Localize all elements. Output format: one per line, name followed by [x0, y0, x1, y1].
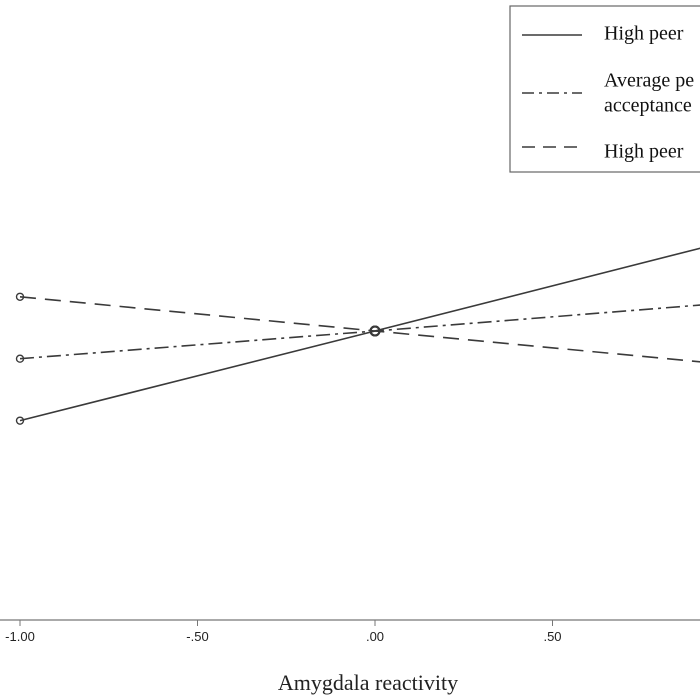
series-line-dashed [19, 295, 700, 363]
legend-label: Average pe [604, 70, 694, 92]
data-point-marker [15, 292, 25, 301]
legend-label: High peer [604, 141, 684, 163]
legend-label: High peer [604, 23, 684, 45]
series-layer [15, 247, 700, 425]
x-tick-label: -1.00 [5, 629, 35, 644]
x-axis-title: Amygdala reactivity [278, 670, 458, 695]
data-point-marker [15, 416, 25, 425]
data-point-marker [369, 325, 381, 337]
x-axis-ticks: -1.00 -.50 .00 .50 [5, 620, 562, 644]
legend: High peer Average pe acceptance High peer [509, 5, 700, 173]
x-tick-label: -.50 [186, 629, 208, 644]
series-line-dashdot [19, 304, 700, 360]
x-tick-label: .50 [543, 629, 561, 644]
legend-box [509, 5, 700, 173]
data-point-marker [15, 354, 25, 363]
x-tick-label: .00 [366, 629, 384, 644]
legend-label: acceptance [604, 95, 692, 117]
series-line-solid [19, 247, 700, 422]
